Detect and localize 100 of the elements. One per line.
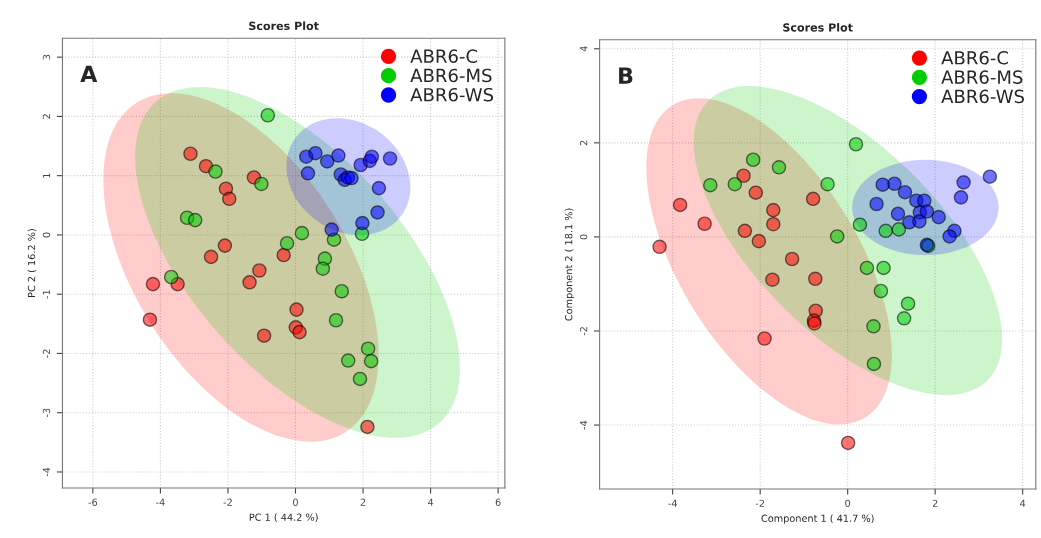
x-tick-label: 4 [427,498,434,506]
point [187,212,203,228]
point [869,196,884,212]
point [334,283,350,299]
point [896,311,912,326]
y-tick-label: 0 [42,232,51,238]
point [279,235,295,251]
y-tick-label: -4 [42,467,51,477]
annotation: B [619,67,633,84]
point [328,312,344,328]
point [183,146,198,162]
x-tick-label: 4 [1020,499,1026,507]
point [672,197,688,213]
point [697,216,712,232]
point [331,148,346,163]
legend-label: ABR6-WS [941,89,1024,104]
point [308,145,323,161]
point [757,331,772,346]
point [859,260,875,276]
point [891,222,907,237]
point [276,247,291,263]
point [292,324,307,340]
point [875,177,890,192]
point [737,223,753,239]
point [203,249,219,265]
x-axis-title: PC 1 ( 44.2 %) [249,513,318,523]
x-tick-label: 0 [293,498,298,506]
point [360,341,376,356]
point [878,223,894,239]
point [866,319,881,334]
y-tick-label: 2 [42,114,51,119]
point [805,191,821,207]
point [256,328,272,343]
x-tick-label: -6 [88,498,98,506]
y-tick-label: -3 [42,408,51,418]
point [703,177,718,193]
point [242,275,257,290]
y-tick-label: -2 [579,327,588,336]
y-axis-title: PC 2 ( 16.2 %) [27,229,37,297]
point [887,176,902,192]
point [289,302,304,317]
point [745,152,761,168]
point [340,353,356,368]
point [208,164,223,179]
point [912,214,927,229]
point [784,251,800,267]
point [873,283,889,299]
point [142,312,158,327]
point [145,276,161,292]
y-tick-label: 3 [42,54,51,60]
point [766,202,781,218]
legend-label: ABR6-MS [941,70,1023,84]
point [897,184,913,200]
point [852,217,868,232]
point [652,239,667,255]
point [820,176,835,192]
y-tick-label: 0 [579,234,588,240]
point [808,271,823,287]
point [727,176,743,192]
y-tick-label: -1 [42,290,51,299]
y-tick-label: 4 [580,46,588,52]
point [751,233,767,249]
x-tick-label: 0 [845,499,851,507]
point [371,180,387,196]
point [736,168,751,184]
point [222,191,237,207]
point [840,435,856,451]
point [765,272,780,287]
point [370,205,385,220]
x-tick-label: 2 [932,499,938,507]
point [300,166,316,181]
point [771,160,787,175]
point [344,170,359,186]
x-tick-label: 6 [495,498,501,506]
point [848,136,864,152]
point [956,175,971,190]
point [766,216,781,232]
point [163,269,179,285]
point [319,154,335,169]
point [876,260,891,276]
legend-label: ABR6-MS [410,68,492,83]
x-tick-label: -2 [223,498,232,506]
chart-title: Scores Plot [783,23,853,32]
y-axis-title: Component 2 ( 18.1 %) [564,208,575,321]
x-tick-label: 2 [360,498,366,506]
point [942,229,957,244]
point [363,353,379,369]
point [890,206,906,222]
y-tick-label: -4 [580,420,588,430]
legend-label: ABR6-WS [410,87,494,102]
x-tick-label: -2 [755,499,765,507]
chart-title: Scores Plot [249,21,319,31]
annotation: A [80,65,98,83]
point [953,190,969,205]
y-tick-label: 1 [42,173,51,178]
point [315,261,331,276]
legend-label: ABR6-C [410,49,478,64]
point [900,296,916,311]
legend-label: ABR6-C [941,50,1008,65]
point [360,419,375,435]
